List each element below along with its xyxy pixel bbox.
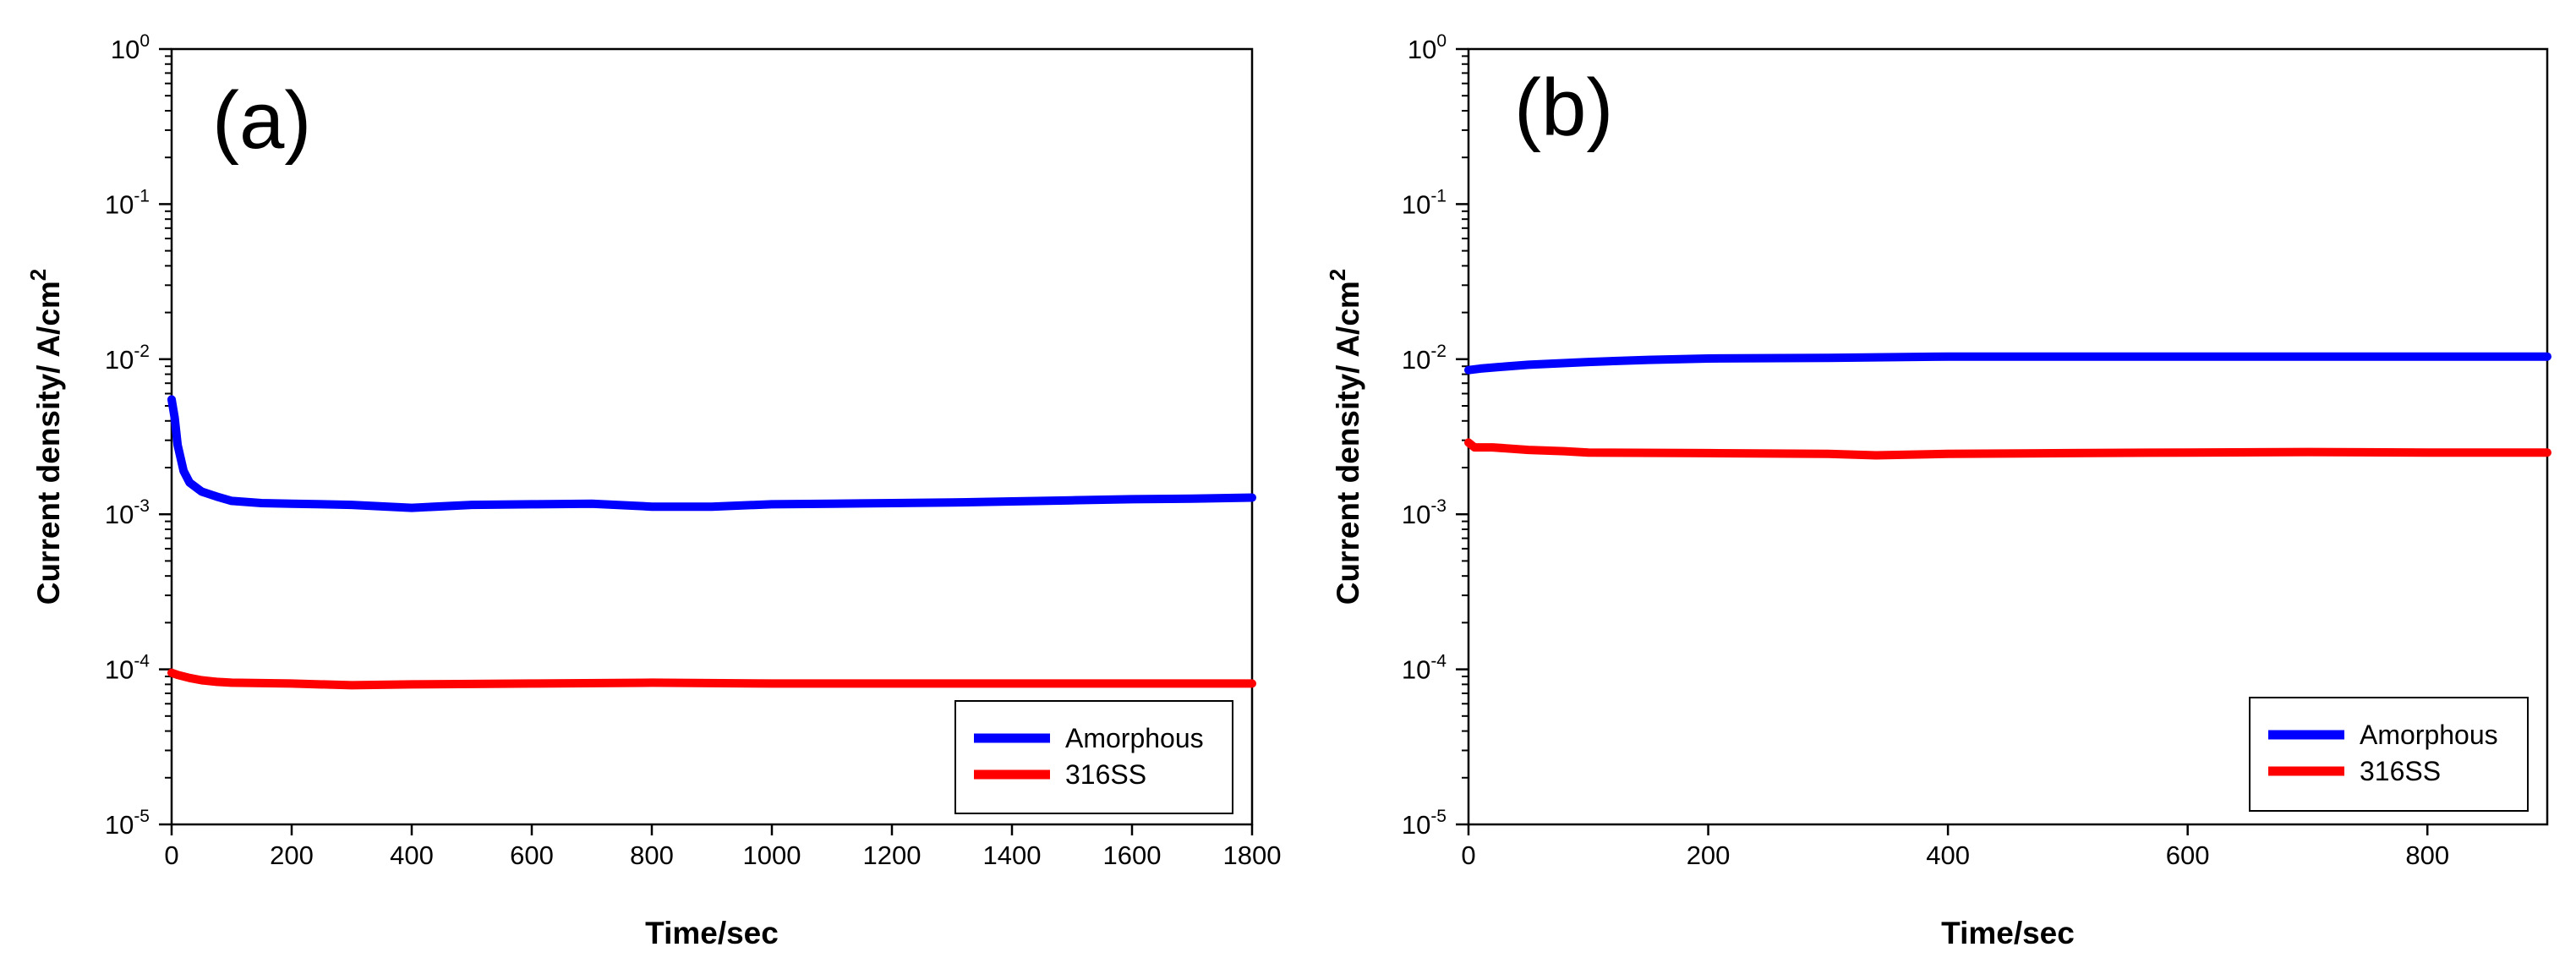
legend-label-316ss: 316SS bbox=[1065, 759, 1146, 790]
x-axis-title: Time/sec bbox=[1941, 916, 2075, 950]
series-line-amorphous bbox=[1464, 352, 2551, 375]
y-tick-label: 10-3 bbox=[105, 496, 150, 529]
x-tick-label: 600 bbox=[2166, 840, 2210, 870]
y-tick-label-base: 10 bbox=[105, 189, 134, 219]
y-tick-label-base: 10 bbox=[105, 345, 134, 375]
y-tick-label-exponent: -5 bbox=[134, 807, 150, 826]
x-tick-label: 600 bbox=[510, 840, 554, 870]
x-tick-label: 800 bbox=[630, 840, 674, 870]
y-axis-title-text: Current density/ A/cm bbox=[1331, 281, 1365, 605]
x-tick-label: 1200 bbox=[863, 840, 922, 870]
x-tick-label: 1800 bbox=[1223, 840, 1282, 870]
y-tick-label-base: 10 bbox=[1402, 810, 1430, 840]
y-tick-label-base: 10 bbox=[1402, 500, 1430, 529]
legend-label-amorphous: Amorphous bbox=[2360, 720, 2498, 750]
y-tick-label-base: 10 bbox=[111, 35, 139, 64]
y-tick-label-exponent: -2 bbox=[134, 342, 150, 361]
legend-box bbox=[2249, 697, 2529, 812]
x-tick-label: 400 bbox=[1926, 840, 1970, 870]
x-tick-label: 1600 bbox=[1103, 840, 1162, 870]
y-tick-label-base: 10 bbox=[1402, 189, 1430, 219]
y-tick-label: 10-1 bbox=[1402, 186, 1447, 219]
y-tick-label-exponent: -5 bbox=[1430, 807, 1447, 826]
x-tick-label: 400 bbox=[390, 840, 434, 870]
y-tick-label-exponent: -4 bbox=[134, 652, 150, 671]
x-tick-label: 1000 bbox=[743, 840, 801, 870]
panel-a: 0 200 400 600 800 1000 1200 1400 1600 180010010-1… bbox=[25, 31, 1281, 950]
y-axis-title: Current density/ A/cm2 bbox=[25, 269, 66, 605]
y-axis-title-exponent: 2 bbox=[25, 269, 51, 281]
y-tick-label-exponent: -2 bbox=[1430, 342, 1447, 361]
y-tick-label: 10-4 bbox=[105, 652, 150, 685]
panel-label: (b) bbox=[1514, 63, 1613, 153]
y-tick-label-exponent: -1 bbox=[1430, 186, 1447, 205]
x-tick-label: 1400 bbox=[983, 840, 1042, 870]
x-tick-label: 0 bbox=[164, 840, 178, 870]
y-tick-label-base: 10 bbox=[105, 500, 134, 529]
y-tick-label-base: 10 bbox=[105, 810, 134, 840]
y-tick-label-exponent: -1 bbox=[134, 186, 150, 205]
y-tick-label-base: 10 bbox=[1408, 35, 1436, 64]
panel-label: (a) bbox=[212, 75, 311, 166]
series-line-316ss bbox=[1464, 438, 2551, 460]
y-axis-title-exponent: 2 bbox=[1325, 269, 1350, 281]
x-tick-label: 200 bbox=[270, 840, 314, 870]
x-axis-title: Time/sec bbox=[645, 916, 779, 950]
y-axis-title: Current density/ A/cm2 bbox=[1325, 269, 1365, 605]
y-tick-label-base: 10 bbox=[105, 655, 134, 685]
y-tick-label-base: 10 bbox=[1402, 345, 1430, 375]
x-tick-label: 0 bbox=[1461, 840, 1475, 870]
y-tick-label: 10-1 bbox=[105, 186, 150, 219]
y-tick-label-exponent: 0 bbox=[1436, 31, 1447, 51]
y-tick-label-exponent: -4 bbox=[1430, 652, 1447, 671]
y-tick-label: 10-3 bbox=[1402, 496, 1447, 529]
y-tick-label: 10-2 bbox=[105, 342, 150, 375]
series-line-316ss bbox=[167, 668, 1256, 690]
y-axis-title-text: Current density/ A/cm bbox=[31, 281, 66, 605]
x-tick-label: 800 bbox=[2405, 840, 2449, 870]
y-tick-label: 10-2 bbox=[1402, 342, 1447, 375]
legend-box bbox=[954, 700, 1233, 814]
y-tick-label: 100 bbox=[1408, 31, 1447, 64]
series-line-amorphous bbox=[167, 395, 1256, 512]
y-tick-label-exponent: -3 bbox=[1430, 496, 1447, 516]
legend-label-amorphous: Amorphous bbox=[1065, 723, 1204, 753]
y-tick-label-exponent: -3 bbox=[134, 496, 150, 516]
y-tick-label-exponent: 0 bbox=[139, 31, 150, 51]
y-tick-label: 10-5 bbox=[1402, 807, 1447, 840]
panel-b: 0 200 400 600 80010010-110-210-310-410-5Time… bbox=[1325, 31, 2551, 950]
plot-frame bbox=[1467, 47, 2549, 826]
plot-frame bbox=[170, 47, 1254, 826]
y-tick-label: 100 bbox=[111, 31, 150, 64]
legend-label-316ss: 316SS bbox=[2360, 756, 2441, 786]
x-tick-label: 200 bbox=[1687, 840, 1731, 870]
y-tick-label-base: 10 bbox=[1402, 655, 1430, 685]
y-tick-label: 10-4 bbox=[1402, 652, 1447, 685]
y-tick-label: 10-5 bbox=[105, 807, 150, 840]
